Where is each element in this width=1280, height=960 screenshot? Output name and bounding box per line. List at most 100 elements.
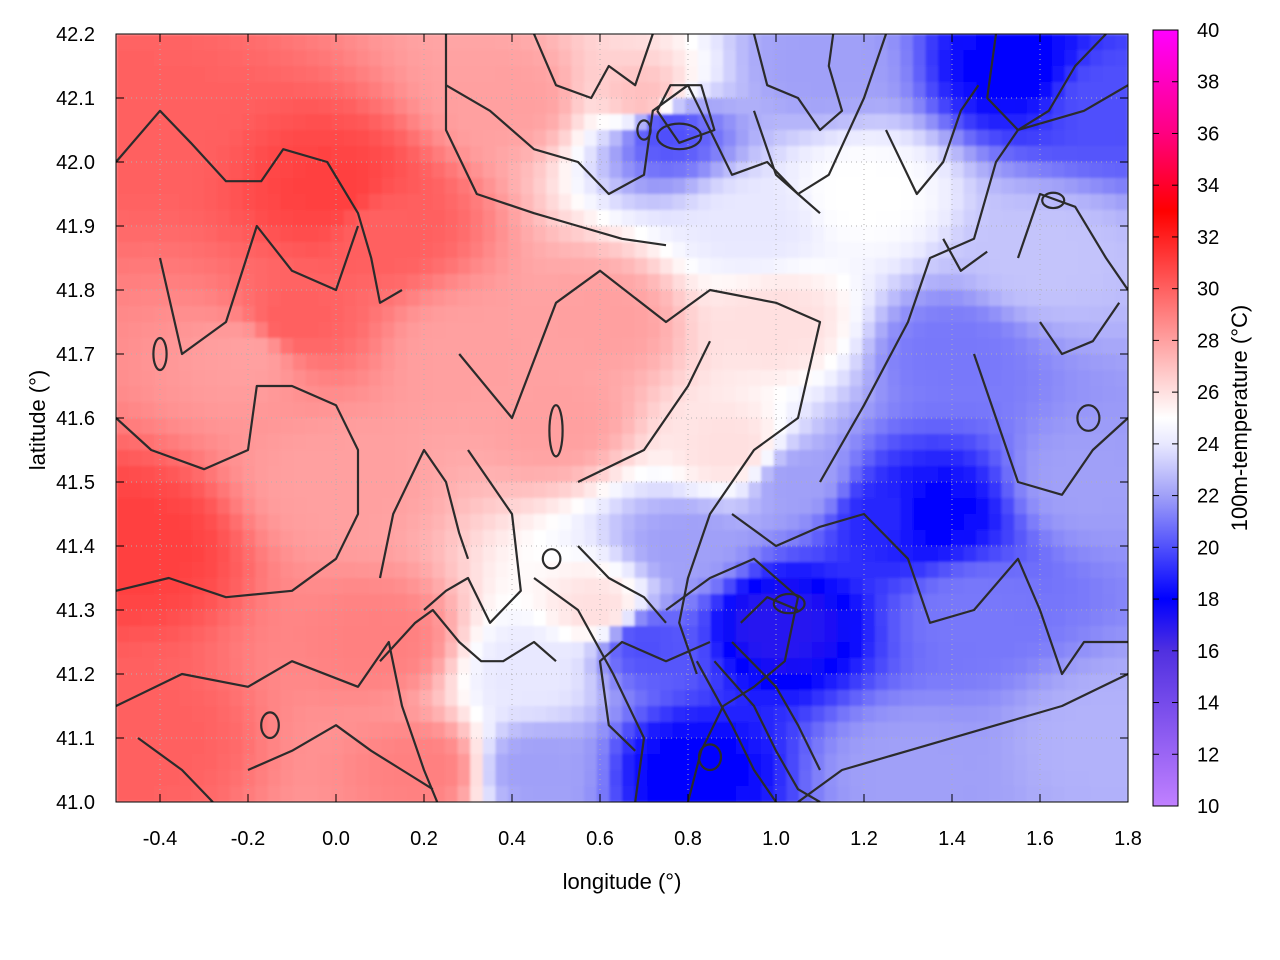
heatmap-cell [444,722,459,739]
heatmap-cell [748,786,762,802]
heatmap-cell [1077,482,1091,499]
heatmap-cell [584,546,598,563]
heatmap-cell [1026,546,1041,563]
heatmap-cell [1001,722,1015,739]
heatmap-cell [887,594,901,611]
heatmap-cell [811,466,825,483]
heatmap-cell [432,546,446,563]
heatmap-cell [1102,114,1116,131]
heatmap-cell [255,706,269,723]
heatmap-cell [811,690,825,707]
heatmap-cell [622,546,636,563]
heatmap-cell [659,354,674,371]
heatmap-cell [242,386,256,403]
heatmap-cell [1026,146,1041,163]
heatmap-cell [331,306,345,323]
heatmap-cell [912,162,927,179]
heatmap-cell [887,50,901,67]
heatmap-cell [116,642,130,659]
heatmap-cell [634,578,648,595]
heatmap-cell [837,402,851,419]
heatmap-cell [1077,386,1091,403]
heatmap-cell [546,754,560,771]
heatmap-cell [495,418,509,435]
heatmap-cell [343,130,357,147]
heatmap-cell [723,642,737,659]
heatmap-cell [1026,290,1041,307]
heatmap-cell [280,610,294,627]
heatmap-cell [394,514,408,531]
heatmap-cell [331,130,345,147]
heatmap-cell [546,690,560,707]
heatmap-cell [191,242,206,259]
heatmap-cell [533,274,547,291]
heatmap-cell [444,226,459,243]
heatmap-cell [849,770,863,787]
heatmap-cell [280,402,294,419]
heatmap-cell [659,482,674,499]
heatmap-cell [824,466,838,483]
heatmap-cell [179,466,193,483]
heatmap-cell [394,546,408,563]
heatmap-cell [293,434,307,451]
heatmap-cell [305,290,319,307]
heatmap-cell [1052,34,1066,51]
heatmap-cell [584,578,598,595]
heatmap-cell [280,594,294,611]
heatmap-cell [128,610,142,627]
heatmap-cell [1014,754,1028,771]
heatmap-cell [659,450,674,467]
heatmap-cell [444,434,459,451]
heatmap-cell [495,338,509,355]
heatmap-cell [685,434,699,451]
heatmap-cell [1090,210,1104,227]
heatmap-cell [457,210,471,227]
heatmap-cell [470,674,484,691]
heatmap-cell [837,306,851,323]
heatmap-cell [533,562,547,579]
heatmap-cell [267,594,282,611]
heatmap-cell [419,242,433,259]
heatmap-cell [470,162,484,179]
heatmap-cell [584,34,598,51]
heatmap-cell [988,322,1003,339]
contour-line [577,340,711,483]
heatmap-cell [520,770,535,787]
heatmap-cell [406,210,421,227]
heatmap-cell [533,290,547,307]
heatmap-cell [1064,514,1078,531]
heatmap-cell [204,66,218,83]
heatmap-cell [267,226,282,243]
heatmap-cell [710,530,724,547]
heatmap-cell [470,226,484,243]
heatmap-cell [305,306,319,323]
heatmap-cell [255,306,269,323]
heatmap-cell [293,610,307,627]
heatmap-cell [482,242,497,259]
heatmap-cell [862,770,876,787]
heatmap-cell [748,706,762,723]
heatmap-cell [723,50,737,67]
heatmap-cell [293,402,307,419]
heatmap-cell [786,322,800,339]
heatmap-cell [875,642,889,659]
heatmap-cell [318,674,332,691]
heatmap-cell [925,642,939,659]
heatmap-cell [735,786,750,802]
contour-line [713,660,821,802]
heatmap-cell [988,642,1003,659]
heatmap-cell [153,114,168,131]
heatmap-cell [710,626,724,643]
heatmap-cell [799,82,813,99]
heatmap-cell [912,370,927,387]
heatmap-cell [584,594,598,611]
heatmap-cell [166,434,180,451]
heatmap-cell [204,562,218,579]
heatmap-cell [331,466,345,483]
heatmap-cell [697,306,712,323]
heatmap-cell [457,418,471,435]
heatmap-cell [457,338,471,355]
heatmap-cell [293,162,307,179]
heatmap-cell [482,338,497,355]
heatmap-cell [1014,370,1028,387]
